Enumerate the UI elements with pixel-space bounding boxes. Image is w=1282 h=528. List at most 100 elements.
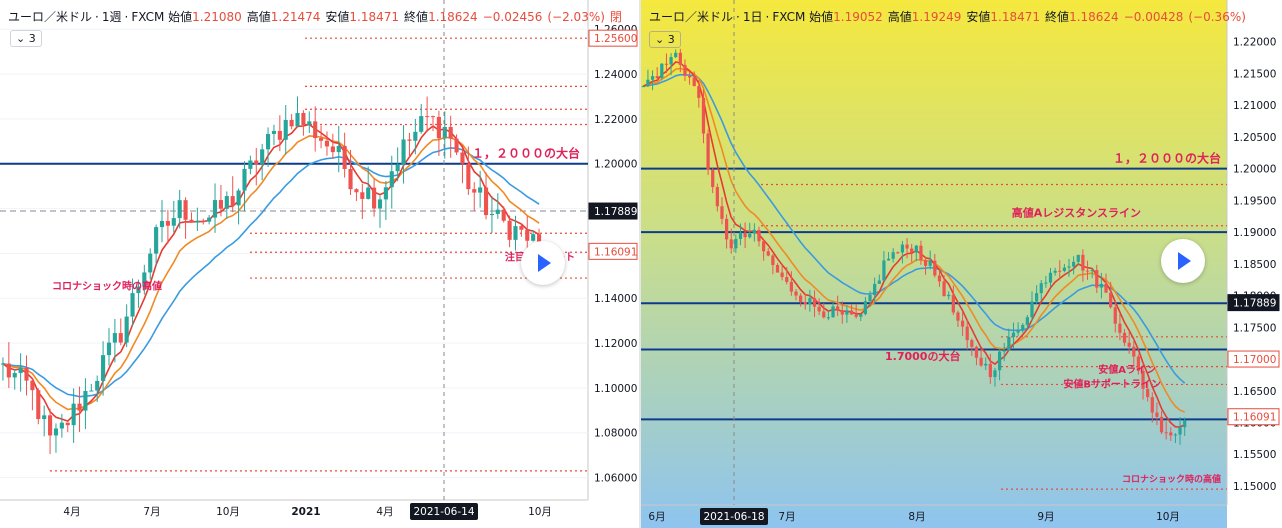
x-tick-label: 4月 xyxy=(376,506,393,518)
interval-label: 1週 xyxy=(101,10,122,24)
candle xyxy=(1030,301,1034,318)
annotation-label: 1.7000の大台 xyxy=(885,349,960,363)
candle xyxy=(148,253,153,273)
daily-chart-panel[interactable]: 1.22000 1.21500 1.21000 1.20500 1.20000 1.195… xyxy=(641,0,1282,528)
annotation-label: コロナショック時の高値 xyxy=(1122,473,1221,485)
candle xyxy=(641,86,645,88)
candle xyxy=(218,200,223,209)
candle xyxy=(1016,330,1020,333)
annotation-label: １，２０００の大台 xyxy=(472,146,580,161)
candle xyxy=(761,241,766,252)
y-tick-label: 1.18500 xyxy=(1233,259,1276,271)
candle xyxy=(130,293,135,317)
candle xyxy=(112,333,117,343)
y-tick-label: 1.15000 xyxy=(1233,481,1276,493)
annotation-label: 高値Aレジスタンスライン xyxy=(1012,205,1141,219)
play-button[interactable] xyxy=(1161,239,1205,283)
candle xyxy=(0,363,6,365)
candle xyxy=(319,138,324,141)
daily-chart[interactable]: 1.22000 1.21500 1.21000 1.20500 1.20000 1.195… xyxy=(641,0,1282,528)
candle xyxy=(1132,346,1136,357)
candle xyxy=(430,116,436,118)
y-tick-label: 1.06000 xyxy=(594,473,637,485)
candle xyxy=(674,52,678,58)
open-label: 始値 xyxy=(168,10,193,24)
candle xyxy=(831,306,835,318)
x-tick-label: 7月 xyxy=(143,506,160,518)
candle xyxy=(1007,336,1011,351)
weekly-chart-panel[interactable]: 1.260001.240001.220001.200001.180001.160… xyxy=(0,0,640,528)
indicator-count: 3 xyxy=(667,33,675,46)
candle xyxy=(974,346,979,358)
candle xyxy=(289,119,294,127)
candle xyxy=(933,260,937,276)
candle xyxy=(425,116,430,118)
candle xyxy=(720,206,724,219)
x-tick-label: 10月 xyxy=(528,506,552,518)
candle xyxy=(407,139,412,141)
candle xyxy=(1141,370,1145,389)
indicator-count: 3 xyxy=(28,32,36,45)
high-label: 高値 xyxy=(887,10,912,24)
change-pct: (−0.36%) xyxy=(1188,10,1246,24)
candle xyxy=(905,244,909,249)
candle xyxy=(891,252,895,259)
x-tick-label: 6月 xyxy=(648,511,665,523)
chevron-down-icon: ⌄ xyxy=(16,32,26,45)
candle xyxy=(307,121,312,126)
candle xyxy=(1072,261,1076,267)
close-value: 1.18624 xyxy=(428,10,478,24)
x-tick-label: 2021 xyxy=(291,506,320,518)
candle xyxy=(401,139,406,165)
candle xyxy=(59,422,64,429)
candle xyxy=(142,272,147,287)
indicator-toggle[interactable]: ⌄ 3 xyxy=(649,31,681,48)
candle xyxy=(483,187,489,216)
candle xyxy=(836,306,840,311)
candle xyxy=(655,76,659,78)
candle xyxy=(159,220,165,228)
source-label: FXCM xyxy=(772,10,806,24)
x-tick-label: 7月 xyxy=(778,511,795,523)
candle xyxy=(195,220,200,223)
candle xyxy=(859,314,863,317)
change-pct: (−2.03%) xyxy=(547,10,605,24)
candle xyxy=(914,245,918,253)
y-tick-label: 1.12000 xyxy=(594,338,637,350)
candle xyxy=(71,403,76,426)
candle xyxy=(12,373,17,378)
candle xyxy=(724,218,729,240)
candle xyxy=(301,112,306,126)
annotation-label: 安値Bサポートライン xyxy=(1063,378,1161,391)
candle xyxy=(780,272,784,278)
play-button[interactable] xyxy=(521,241,565,285)
symbol-label: ユーロ／米ドル xyxy=(8,10,93,24)
candle xyxy=(803,302,807,305)
candle xyxy=(283,119,288,140)
candle xyxy=(489,213,494,216)
candle xyxy=(254,160,259,165)
candle xyxy=(711,169,715,188)
candle xyxy=(664,63,669,65)
panel-divider xyxy=(639,0,642,528)
candle xyxy=(1034,293,1039,302)
candle xyxy=(165,220,170,226)
candle xyxy=(785,277,789,282)
chevron-down-icon: ⌄ xyxy=(655,33,665,46)
indicator-toggle[interactable]: ⌄ 3 xyxy=(10,30,42,47)
x-tick-label: 8月 xyxy=(908,511,925,523)
x-tick-label: 2021-06-14 xyxy=(413,506,474,518)
close-label: 終値 xyxy=(404,10,429,24)
candle xyxy=(970,340,974,347)
candle xyxy=(448,127,453,139)
candle xyxy=(812,298,817,307)
candle xyxy=(650,76,655,80)
candle xyxy=(348,168,353,190)
candle xyxy=(324,140,330,147)
candle xyxy=(1118,323,1122,333)
candle xyxy=(882,260,886,281)
candle xyxy=(395,164,400,172)
candle xyxy=(1058,270,1062,272)
candle xyxy=(789,281,794,292)
candle xyxy=(942,281,946,297)
